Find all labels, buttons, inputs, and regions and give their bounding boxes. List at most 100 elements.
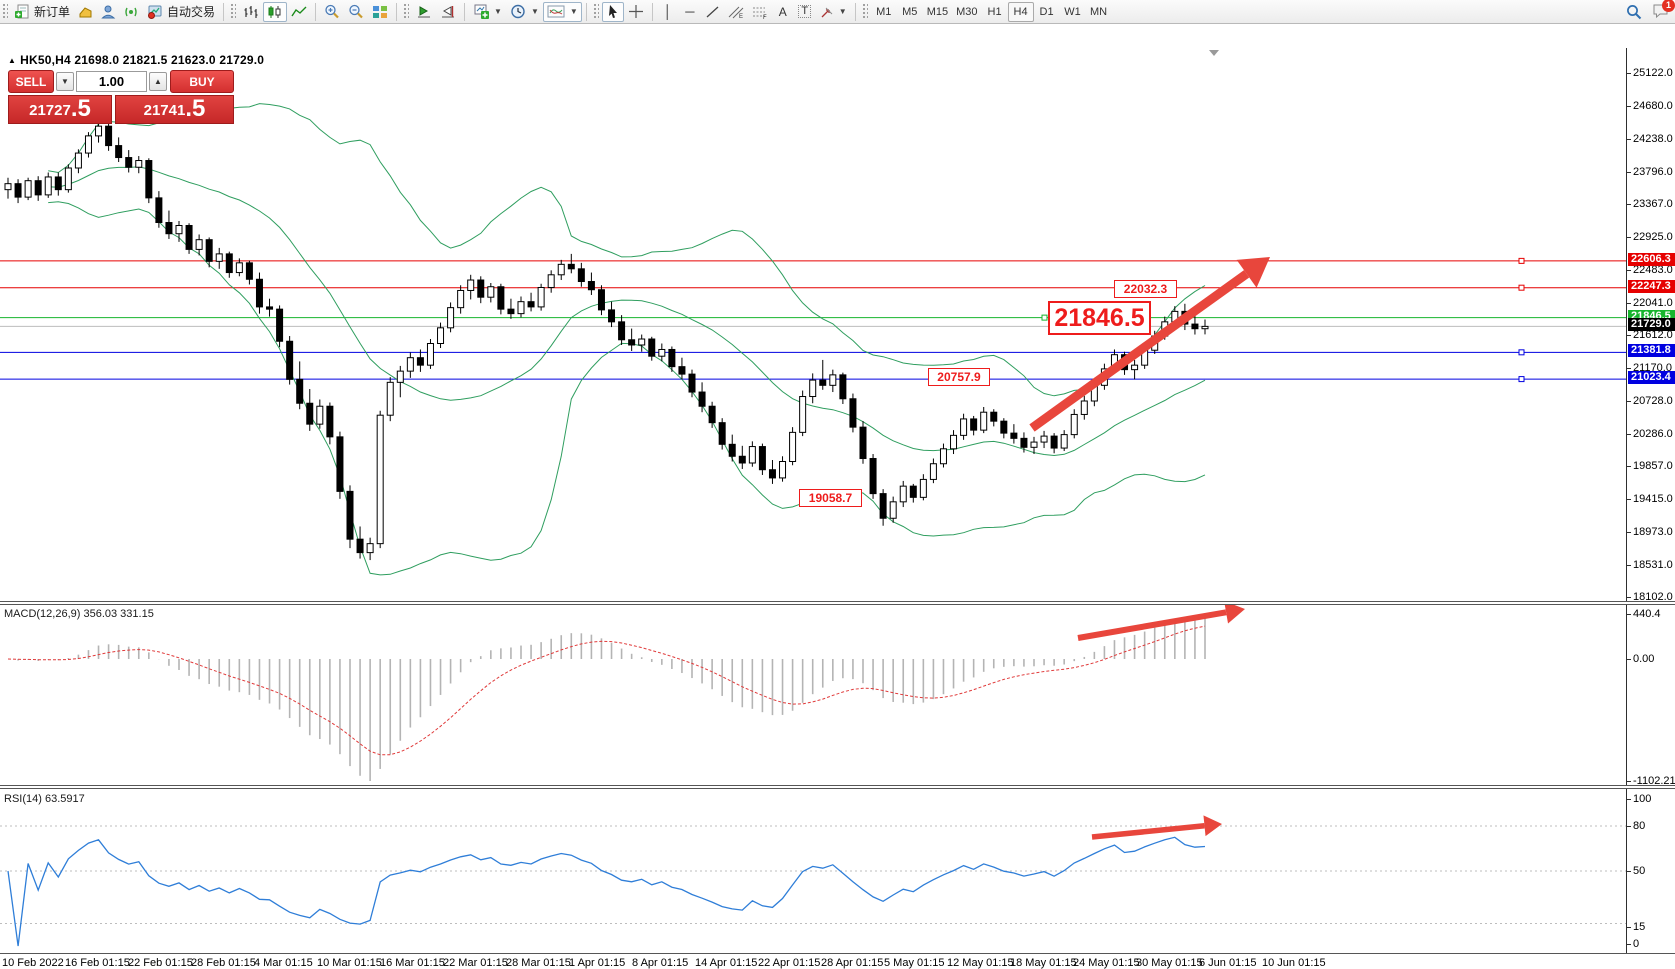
cursor-button[interactable] [601,1,624,22]
toolbar-grip[interactable] [3,3,8,20]
level-line-handle [1518,376,1525,383]
timeframe-m15-button[interactable]: M15 [926,5,949,18]
notifications-button[interactable]: 1 [1652,0,1675,22]
rsi-tick: 15 [1633,921,1646,933]
price-tick: 25122.0 [1633,67,1673,79]
label-button[interactable]: T [794,2,816,22]
volume-up-button[interactable]: ▲ [149,72,167,91]
tick-mark [1626,927,1631,928]
auto-trading-icon [148,5,162,19]
sell-price[interactable]: 21727.5 [8,95,112,124]
volume-input[interactable] [76,71,147,92]
tick-mark [1626,368,1631,369]
channel-button[interactable]: E [724,2,748,22]
vertical-line-button[interactable]: │ [657,2,679,22]
new-chart-dropdown[interactable]: ▼ [469,2,506,22]
macd-tick: 0.00 [1633,653,1655,665]
price-annotation-19058.7[interactable]: 19058.7 [799,489,862,507]
timeframe-m30-button[interactable]: M30 [956,5,978,18]
timeframe-d1-button[interactable]: D1 [1039,5,1054,18]
label-tool-icon: T [798,5,812,18]
buy-button[interactable]: BUY [170,70,234,93]
tick-mark [1626,781,1631,782]
bar-chart-button[interactable] [239,2,263,22]
collapse-panel-icon[interactable]: ▲ [8,56,17,65]
auto-scroll-button[interactable] [412,2,436,22]
level-line-handle [1518,257,1525,264]
toolbar-grip[interactable] [862,3,868,20]
tick-mark [1626,466,1631,467]
chart-shift-button[interactable] [436,2,460,22]
auto-trading-button[interactable]: 自动交易 [143,2,219,22]
templates-dropdown[interactable]: ▼ [542,1,582,22]
zoom-out-button[interactable] [344,2,368,22]
tick-mark [1626,139,1631,140]
toolbar-grip[interactable] [231,3,237,20]
price-annotation-22032.3[interactable]: 22032.3 [1114,280,1177,298]
auto-trading-label: 自动交易 [167,5,216,19]
tick-mark [1626,237,1631,238]
time-tick: 28 Apr 01:15 [821,957,884,969]
new-order-label: 新订单 [34,5,71,19]
arrow-objects-icon [821,7,833,17]
rsi-pane-canvas[interactable] [0,790,1626,952]
horizontal-line-button[interactable]: ─ [679,2,701,22]
price-tick: 18973.0 [1633,526,1673,538]
candlestick-chart-button[interactable] [263,1,288,22]
price-tick: 22925.0 [1633,231,1673,243]
tick-mark [1626,944,1631,945]
new-order-button[interactable]: 新订单 [11,2,74,22]
arrows-dropdown[interactable]: ▼ [816,2,851,22]
signals-button[interactable] [120,2,143,22]
price-annotation-21846.5[interactable]: 21846.5 [1048,301,1151,335]
zoom-in-icon [325,4,339,19]
zoom-in-button[interactable] [320,2,344,22]
toolbar-grip[interactable] [593,3,599,20]
data-window-button[interactable] [97,2,120,22]
chart-shift-marker[interactable] [1209,50,1219,56]
crosshair-icon [628,5,643,18]
fibonacci-button[interactable]: F [748,2,772,22]
time-tick: 22 Apr 01:15 [758,957,821,969]
profiles-button[interactable] [74,2,97,22]
timeframe-m5-button[interactable]: M5 [902,5,918,18]
price-tick: 19415.0 [1633,493,1673,505]
tick-mark [1626,499,1631,500]
sell-button[interactable]: SELL [8,70,54,93]
buy-price[interactable]: 21741.5 [115,95,234,124]
tile-windows-button[interactable] [368,2,392,22]
price-tick: 22483.0 [1633,264,1673,276]
price-annotation-20757.9[interactable]: 20757.9 [928,368,990,386]
pane-separator[interactable] [0,601,1675,605]
pane-separator[interactable] [0,785,1675,789]
main-chart-canvas[interactable] [0,48,1626,601]
rsi-tick: 0 [1633,938,1640,950]
timeframe-mn-button[interactable]: MN [1089,5,1108,18]
search-icon[interactable] [1626,4,1642,20]
price-tick: 18531.0 [1633,559,1673,571]
bollinger-bands [48,103,1206,576]
text-button[interactable]: A [772,2,794,22]
periods-dropdown[interactable]: ▼ [506,2,543,22]
toolbar-grip[interactable] [404,3,410,20]
macd-histogram [17,617,1206,781]
tick-mark [1626,659,1631,660]
time-tick: 16 Feb 01:15 [65,957,130,969]
macd-pane-canvas[interactable] [0,605,1626,786]
volume-down-button[interactable]: ▼ [56,72,74,91]
chart-area: ▲ HK50,H4 21698.0 21821.5 21623.0 21729.0… [0,24,1675,969]
crosshair-button[interactable] [624,2,648,22]
main-toolbar: 新订单 自动交易 [0,0,1675,24]
line-chart-icon [291,6,307,16]
time-tick: 6 Jun 01:15 [1199,957,1257,969]
trendline-button[interactable] [701,2,724,22]
line-chart-button[interactable] [287,2,311,22]
timeframe-w1-button[interactable]: W1 [1064,5,1081,18]
signals-icon [125,7,137,16]
timeframe-h1-button[interactable]: H1 [987,5,1002,18]
new-order-icon [15,4,29,19]
tick-mark [1626,826,1631,827]
timeframe-h4-button[interactable]: H4 [1007,1,1034,22]
timeframe-m1-button[interactable]: M1 [876,5,892,18]
price-tick: 21170.0 [1633,362,1672,374]
